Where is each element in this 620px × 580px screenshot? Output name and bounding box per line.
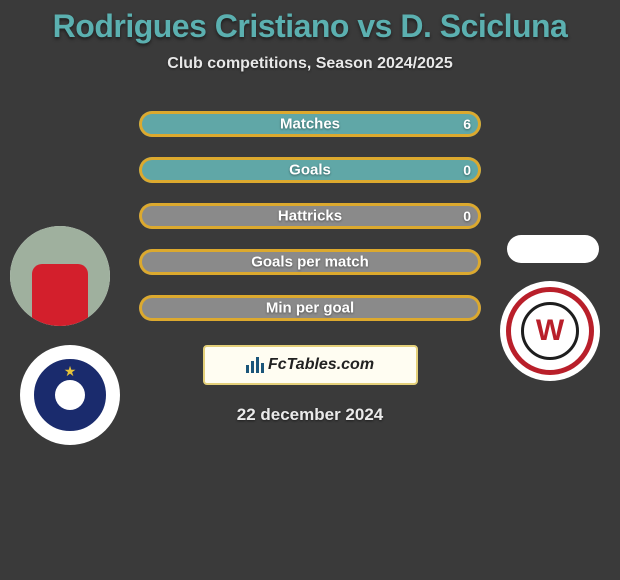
bars-icon [246, 357, 264, 373]
stat-row: Goals 0 [139, 157, 481, 183]
stat-label: Min per goal [266, 300, 354, 317]
club-right-crest: W [500, 281, 600, 381]
jersey-placeholder-icon [10, 226, 110, 326]
wsw-crest-icon: W [506, 287, 594, 375]
stat-label: Matches [280, 116, 340, 133]
fctables-badge[interactable]: FcTables.com [203, 345, 418, 385]
stat-row: Goals per match [139, 249, 481, 275]
stat-label: Goals [289, 162, 331, 179]
page-title: Rodrigues Cristiano vs D. Scicluna [53, 8, 568, 45]
stat-label: Hattricks [278, 208, 342, 225]
stat-row: Hattricks 0 [139, 203, 481, 229]
date: 22 december 2024 [237, 405, 384, 425]
stat-row: Matches 6 [139, 111, 481, 137]
stat-label: Goals per match [251, 254, 369, 271]
stats-list: Matches 6 Goals 0 Hattricks 0 Goals per match M… [139, 111, 481, 321]
adelaide-united-crest-icon: ★ [28, 353, 112, 437]
club-left-crest: ★ [20, 345, 120, 445]
stat-value-right: 0 [463, 162, 471, 178]
comparison-card: Rodrigues Cristiano vs D. Scicluna Club … [0, 0, 620, 580]
player-right-photo [507, 235, 599, 263]
stat-value-right: 6 [463, 116, 471, 132]
page-subtitle: Club competitions, Season 2024/2025 [167, 55, 452, 73]
fctables-label: FcTables.com [268, 356, 374, 374]
stat-row: Min per goal [139, 295, 481, 321]
player-left-photo [10, 226, 110, 326]
main-area: ★ W Matches6Goals0Hattricks0Goals per ma… [0, 111, 620, 425]
stat-value-right: 0 [463, 208, 471, 224]
